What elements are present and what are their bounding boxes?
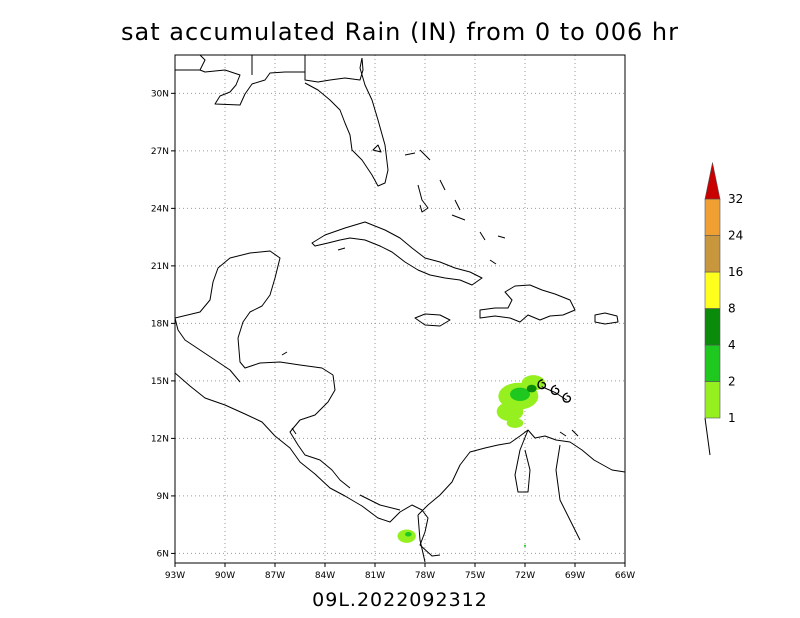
lon-tick-label: 93W [165, 571, 185, 581]
coast-south-america [417, 429, 625, 563]
lat-tick-label: 12N [151, 434, 169, 444]
coast-florida [304, 55, 389, 187]
colorbar-top-arrow [704, 162, 721, 200]
coast-hispaniola [479, 284, 576, 323]
storm-symbol-icon [562, 392, 572, 403]
colorbar-label: 8 [728, 302, 736, 316]
lat-tick-label: 18N [151, 319, 169, 329]
colorbar-label: 4 [728, 338, 736, 352]
lat-tick-label: 15N [151, 377, 169, 387]
lat-tick-label: 9N [157, 492, 169, 502]
colorbar-label: 16 [728, 265, 743, 279]
colorbar-label: 1 [728, 411, 736, 425]
colorbar-label: 32 [728, 192, 743, 206]
coast-gulf-us [175, 55, 305, 106]
map-title: sat accumulated Rain (IN) from 0 to 006 … [121, 18, 679, 46]
storm-id-datetime: 09L.2022092312 [312, 589, 488, 611]
colorbar-segment [704, 344, 721, 382]
coast-jamaica [414, 313, 451, 327]
colorbar-segment [704, 235, 721, 273]
rain-area [405, 531, 412, 537]
colorbar-label: 2 [728, 375, 736, 389]
lon-tick-label: 84W [315, 571, 335, 581]
coast-cuba [311, 221, 483, 286]
lon-tick-label: 90W [215, 571, 235, 581]
lon-tick-label: 87W [265, 571, 285, 581]
rain-area [524, 544, 526, 547]
colorbar-segment [704, 381, 721, 419]
coastlines [175, 55, 625, 563]
rain-area [510, 387, 530, 402]
rain-area [526, 384, 537, 393]
map-frame [174, 54, 626, 564]
lon-tick-label: 72W [515, 571, 535, 581]
coast-bahamas [372, 144, 506, 265]
lon-tick-label: 75W [465, 571, 485, 581]
coast-mexico [175, 250, 334, 383]
lon-tick-label: 81W [365, 571, 385, 581]
colorbar-segment [704, 198, 721, 236]
storm-symbol-icon [537, 378, 547, 390]
coast-islands-small [281, 247, 579, 437]
graticule [175, 55, 625, 563]
rain-area [506, 418, 524, 428]
storm-track [537, 378, 572, 403]
axis-ticks: 93W 90W 87W 84W 81W 78W 75W 72W 69W 66W 6N 9N 12N 15N… [151, 89, 635, 581]
colorbar-label: 24 [728, 229, 743, 243]
colorbar-segment [704, 271, 721, 309]
lon-tick-label: 66W [615, 571, 635, 581]
lat-tick-label: 24N [151, 204, 169, 214]
colorbar-tail [704, 417, 711, 456]
coast-puerto-rico [594, 312, 619, 325]
rain-accumulation-layer [397, 375, 545, 547]
colorbar-segment [704, 308, 721, 346]
lon-tick-label: 69W [565, 571, 585, 581]
lat-tick-label: 21N [151, 262, 169, 272]
rain-area [496, 401, 524, 422]
lat-tick-label: 27N [151, 147, 169, 157]
coast-central-america [175, 372, 441, 557]
lat-tick-label: 30N [151, 89, 169, 99]
lon-tick-label: 78W [415, 571, 435, 581]
storm-symbol-icon [550, 384, 560, 396]
lat-tick-label: 6N [157, 549, 169, 559]
